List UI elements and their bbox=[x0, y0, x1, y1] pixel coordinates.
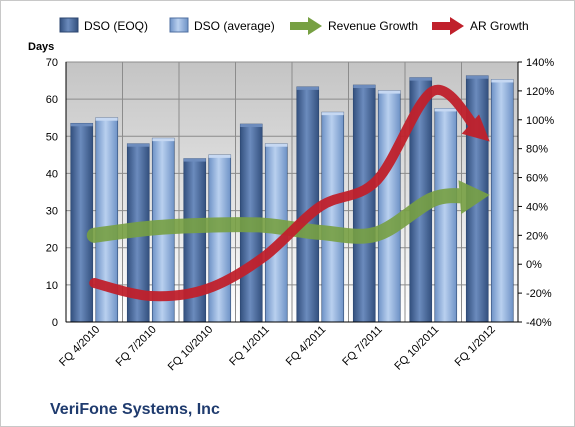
bar-dso-eoq bbox=[352, 84, 376, 323]
legend-item: DSO (EOQ) bbox=[59, 17, 148, 33]
y2-tick-label: 100% bbox=[526, 115, 554, 127]
y2-tick-label: -40% bbox=[526, 317, 552, 329]
legend-arrow-swatch bbox=[290, 17, 322, 35]
legend: DSO (EOQ) DSO (average) Revenue Growth AR G… bbox=[59, 17, 529, 35]
y-axis-unit-label: Days bbox=[28, 41, 54, 53]
y2-tick-label: 140% bbox=[526, 57, 554, 69]
bar-dso-average bbox=[434, 108, 458, 323]
y2-tick-label: 40% bbox=[526, 201, 548, 213]
y-tick-label: 70 bbox=[46, 57, 58, 69]
y-tick-label: 0 bbox=[52, 317, 58, 329]
legend-swatch bbox=[59, 17, 79, 33]
y-tick-label: 60 bbox=[46, 94, 58, 106]
ar-growth-line bbox=[89, 84, 490, 302]
y2-tick-label: 80% bbox=[526, 144, 548, 156]
y2-tick-label: 60% bbox=[526, 173, 548, 185]
legend-item: AR Growth bbox=[432, 17, 529, 35]
legend-label: AR Growth bbox=[470, 19, 529, 33]
y2-tick-label: -20% bbox=[526, 288, 552, 300]
y2-tick-label: 20% bbox=[526, 230, 548, 242]
legend-label: DSO (EOQ) bbox=[84, 19, 148, 33]
legend-item: DSO (average) bbox=[169, 17, 275, 33]
legend-label: DSO (average) bbox=[194, 19, 275, 33]
legend-swatch bbox=[169, 17, 189, 33]
y-tick-label: 30 bbox=[46, 206, 58, 218]
bar-dso-eoq bbox=[70, 122, 94, 323]
bar-dso-average bbox=[490, 79, 514, 323]
bar-dso-average bbox=[321, 111, 345, 323]
arrowhead bbox=[461, 114, 490, 142]
y2-tick-label: 0% bbox=[526, 259, 542, 271]
company-name: VeriFone Systems, Inc bbox=[50, 401, 220, 418]
legend-item: Revenue Growth bbox=[290, 17, 418, 35]
bar-dso-average bbox=[377, 90, 401, 323]
growth-lines bbox=[86, 84, 490, 302]
legend-arrow-swatch bbox=[432, 17, 464, 35]
bar-dso-average bbox=[208, 154, 232, 323]
legend-label: Revenue Growth bbox=[328, 19, 418, 33]
y-tick-label: 50 bbox=[46, 131, 58, 143]
y-tick-label: 40 bbox=[46, 168, 58, 180]
y2-tick-label: 120% bbox=[526, 86, 554, 98]
y-tick-label: 20 bbox=[46, 243, 58, 255]
arrowhead bbox=[458, 180, 490, 215]
y-tick-label: 10 bbox=[46, 280, 58, 292]
